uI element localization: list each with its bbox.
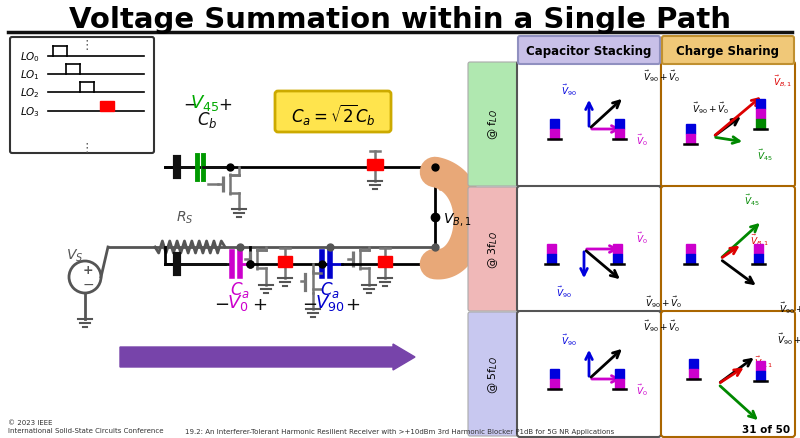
Text: @ 3f$_{LO}$: @ 3f$_{LO}$	[486, 230, 500, 268]
Text: Voltage Summation within a Single Path: Voltage Summation within a Single Path	[69, 6, 731, 34]
FancyBboxPatch shape	[517, 311, 661, 437]
Text: $\vec{V}_{90}+\vec{V}_0$: $\vec{V}_{90}+\vec{V}_0$	[643, 318, 681, 333]
Bar	[689, 369, 698, 379]
FancyBboxPatch shape	[661, 311, 795, 437]
Text: @ f$_{LO}$: @ f$_{LO}$	[486, 110, 500, 140]
Bar	[550, 369, 558, 379]
Bar	[755, 100, 765, 110]
Text: $\vec{V}_{90}+\vec{V}_0$: $\vec{V}_{90}+\vec{V}_0$	[692, 100, 730, 116]
Text: © 2023 IEEE
International Solid-State Circuits Conference: © 2023 IEEE International Solid-State Ci…	[8, 419, 163, 433]
Text: −: −	[302, 295, 318, 313]
Bar	[613, 244, 622, 254]
Bar	[686, 254, 694, 265]
Text: $C_a$: $C_a$	[230, 279, 250, 299]
Text: $\vec{V}_0$: $\vec{V}_0$	[636, 381, 648, 397]
Bar	[754, 244, 762, 254]
Bar	[278, 256, 292, 267]
Bar	[550, 120, 558, 130]
FancyBboxPatch shape	[468, 187, 518, 311]
Text: ⋮: ⋮	[81, 142, 94, 155]
Text: $V_{90}$: $V_{90}$	[315, 292, 345, 312]
FancyBboxPatch shape	[661, 187, 795, 312]
Text: $LO_1$: $LO_1$	[20, 68, 40, 82]
Text: +: +	[82, 264, 94, 277]
Bar	[614, 120, 623, 130]
Text: 31 of 50: 31 of 50	[742, 424, 790, 434]
FancyBboxPatch shape	[275, 92, 391, 133]
Text: ⋮: ⋮	[81, 39, 94, 53]
Bar	[755, 361, 765, 371]
FancyBboxPatch shape	[517, 62, 661, 187]
Text: $\vec{V}_{B,1}$: $\vec{V}_{B,1}$	[754, 353, 774, 369]
Bar	[686, 135, 694, 145]
Bar	[546, 244, 555, 254]
FancyBboxPatch shape	[662, 37, 794, 65]
Text: −: −	[214, 295, 230, 313]
FancyArrow shape	[120, 344, 415, 370]
Text: +: +	[218, 96, 232, 114]
Text: $\vec{V}_{90}$: $\vec{V}_{90}$	[561, 82, 577, 98]
Text: $\vec{V}_{90}+\vec{V}_0$: $\vec{V}_{90}+\vec{V}_0$	[779, 300, 800, 315]
Text: 19.2: An Interferer-Tolerant Harmonic Resilient Receiver with >+10dBm 3rd Harmon: 19.2: An Interferer-Tolerant Harmonic Re…	[186, 428, 614, 434]
FancyBboxPatch shape	[517, 187, 661, 312]
FancyBboxPatch shape	[10, 38, 154, 154]
Bar	[754, 254, 762, 265]
Text: $\vec{V}_{90}$: $\vec{V}_{90}$	[561, 332, 577, 347]
FancyBboxPatch shape	[468, 63, 518, 187]
Text: $\vec{V}_{90}+\vec{V}_0$: $\vec{V}_{90}+\vec{V}_0$	[778, 330, 800, 346]
FancyBboxPatch shape	[468, 312, 518, 436]
Bar	[689, 359, 698, 369]
Bar	[613, 254, 622, 265]
Text: $\vec{V}_0$: $\vec{V}_0$	[636, 132, 648, 148]
Bar	[755, 371, 765, 381]
Text: $R_S$: $R_S$	[176, 209, 194, 226]
Text: $C_a$: $C_a$	[320, 279, 340, 299]
FancyBboxPatch shape	[661, 62, 795, 187]
Bar	[614, 130, 623, 140]
Text: $\vec{V}_{45}$: $\vec{V}_{45}$	[757, 147, 773, 162]
FancyBboxPatch shape	[518, 37, 660, 65]
Bar	[614, 369, 623, 379]
Text: −: −	[82, 277, 94, 291]
Text: $V_S$: $V_S$	[66, 247, 84, 264]
Bar	[686, 125, 694, 135]
Text: $LO_2$: $LO_2$	[20, 86, 40, 100]
Text: Capacitor Stacking: Capacitor Stacking	[526, 46, 652, 58]
Text: $C_b$: $C_b$	[197, 110, 218, 130]
Text: $\vec{V}_{B,1}$: $\vec{V}_{B,1}$	[774, 73, 793, 88]
Text: $V_{45}$: $V_{45}$	[190, 93, 220, 113]
Text: $V_0$: $V_0$	[227, 292, 249, 312]
Bar	[546, 254, 555, 265]
Bar	[550, 130, 558, 140]
Text: $\vec{V}_0$: $\vec{V}_0$	[636, 230, 648, 245]
Text: +: +	[346, 295, 361, 313]
Text: @ 5f$_{LO}$: @ 5f$_{LO}$	[486, 355, 500, 393]
Bar	[686, 244, 694, 254]
Text: +: +	[253, 295, 267, 313]
Text: $\vec{V}_{90}+\vec{V}_0$: $\vec{V}_{90}+\vec{V}_0$	[643, 68, 681, 84]
Bar	[550, 379, 558, 389]
Bar	[378, 256, 392, 267]
Text: $\vec{V}_{90}+\vec{V}_0$: $\vec{V}_{90}+\vec{V}_0$	[646, 293, 682, 309]
Text: $V_{B,1}$: $V_{B,1}$	[443, 211, 471, 228]
Text: $C_a =\sqrt{2}C_b$: $C_a =\sqrt{2}C_b$	[290, 102, 375, 127]
Text: $LO_3$: $LO_3$	[20, 105, 40, 119]
Text: $\vec{V}_{B,1}$: $\vec{V}_{B,1}$	[750, 232, 770, 247]
Bar	[614, 379, 623, 389]
Bar	[100, 102, 114, 112]
Text: $LO_0$: $LO_0$	[20, 50, 40, 64]
Bar	[367, 159, 383, 171]
Text: −: −	[183, 96, 197, 114]
Text: Charge Sharing: Charge Sharing	[677, 46, 779, 58]
Bar	[755, 110, 765, 120]
Text: $\vec{V}_{90}$: $\vec{V}_{90}$	[556, 283, 572, 299]
Bar	[755, 120, 765, 130]
Text: $\vec{V}_{45}$: $\vec{V}_{45}$	[744, 192, 760, 207]
